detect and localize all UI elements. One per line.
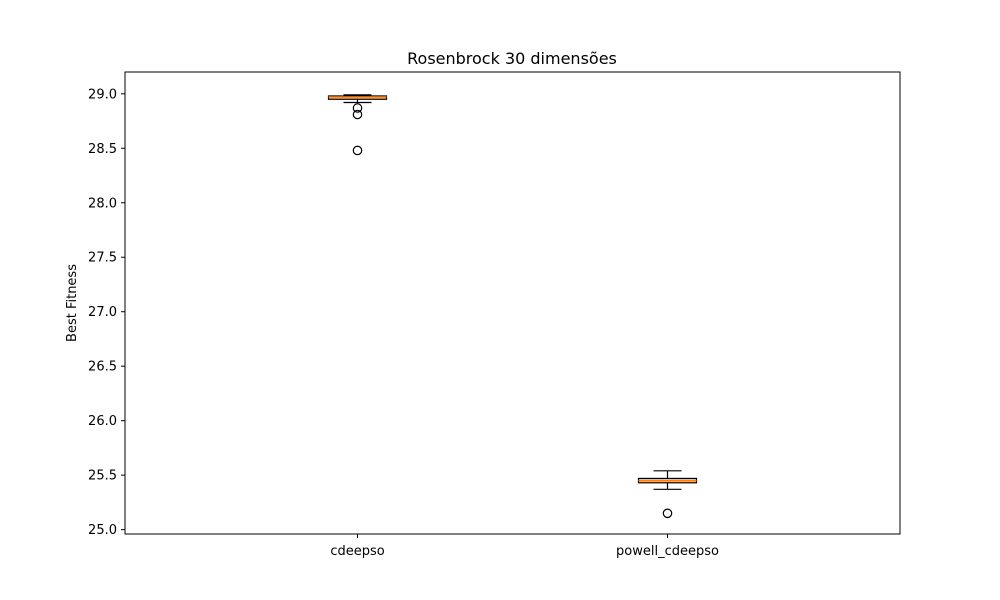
y-tick-label: 26.5 xyxy=(88,360,117,375)
chart-title: Rosenbrock 30 dimensões xyxy=(407,49,617,68)
y-axis-label: Best Fitness xyxy=(65,264,80,342)
plot-frame xyxy=(124,71,901,535)
outlier-point xyxy=(352,109,363,120)
x-tick-label: cdeepso xyxy=(330,544,384,559)
y-tick-label: 28.5 xyxy=(88,142,117,157)
outlier-point xyxy=(662,508,673,519)
y-tick-label: 27.5 xyxy=(88,251,117,266)
y-tick-label: 25.0 xyxy=(88,523,117,538)
y-tick-label: 27.0 xyxy=(88,305,117,320)
plot-area: 25.0 25.5 26.0 26.5 27.0 27.5 28.0 28.5 29.0 cdee… xyxy=(88,87,719,559)
y-tick-label: 28.0 xyxy=(88,196,117,211)
outlier-point xyxy=(352,145,363,156)
y-tick-label: 26.0 xyxy=(88,414,117,429)
outlier-point xyxy=(352,103,363,113)
y-tick-label: 25.5 xyxy=(88,469,117,484)
y-tick-label: 29.0 xyxy=(88,87,117,102)
x-tick-label: powell_cdeepso xyxy=(616,544,719,559)
